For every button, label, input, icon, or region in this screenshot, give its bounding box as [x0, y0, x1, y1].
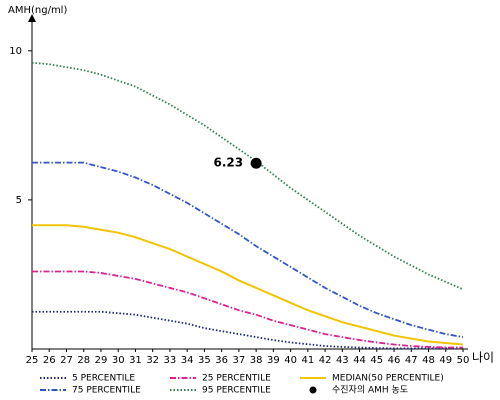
x-tick-label: 47 [405, 355, 418, 366]
series-line [32, 310, 463, 350]
x-tick-label: 32 [146, 355, 159, 366]
x-tick-label: 50 [457, 355, 470, 366]
x-tick-label: 42 [319, 355, 332, 366]
x-tick-label: 36 [215, 355, 228, 366]
x-tick-label: 35 [198, 355, 211, 366]
legend-label: 수진자의 AMH 농도 [332, 385, 408, 396]
legend-label: 75 PERCENTILE [72, 386, 141, 396]
x-axis-label: 나이 [472, 351, 494, 365]
x-tick-label: 40 [284, 355, 297, 366]
x-tick-label: 44 [353, 355, 366, 366]
y-tick-label: 10 [9, 46, 22, 57]
point-label: 6.23 [214, 156, 244, 170]
x-tick-label: 33 [164, 355, 177, 366]
x-tick-label: 34 [181, 355, 194, 366]
legend-label: 95 PERCENTILE [202, 386, 271, 396]
x-tick-label: 39 [267, 355, 280, 366]
x-tick-label: 25 [26, 355, 39, 366]
x-tick-label: 31 [129, 355, 142, 366]
x-tick-label: 49 [439, 355, 452, 366]
x-tick-label: 43 [336, 355, 349, 366]
x-tick-label: 48 [422, 355, 435, 366]
x-tick-label: 30 [112, 355, 125, 366]
x-tick-label: 28 [77, 355, 90, 366]
legend-label: 5 PERCENTILE [72, 374, 135, 384]
x-tick-label: 37 [233, 355, 246, 366]
series-line [31, 61, 464, 291]
y-axis-label: AMH(ng/ml) [8, 5, 67, 16]
x-tick-label: 29 [95, 355, 108, 366]
x-tick-label: 45 [370, 355, 383, 366]
series-line [32, 270, 463, 349]
y-axis-arrow [28, 14, 36, 22]
legend-label: MEDIAN(50 PERCENTILE) [332, 374, 444, 384]
series-line [32, 161, 464, 338]
patient-point [250, 157, 262, 169]
x-tick-label: 38 [250, 355, 263, 366]
x-tick-label: 46 [388, 355, 401, 366]
x-tick-label: 41 [301, 355, 314, 366]
x-tick-label: 27 [60, 355, 73, 366]
legend-swatch [309, 386, 317, 394]
series-line [32, 224, 464, 346]
legend-label: 25 PERCENTILE [202, 374, 271, 384]
y-tick-label: 5 [16, 195, 22, 206]
x-tick-label: 26 [43, 355, 56, 366]
